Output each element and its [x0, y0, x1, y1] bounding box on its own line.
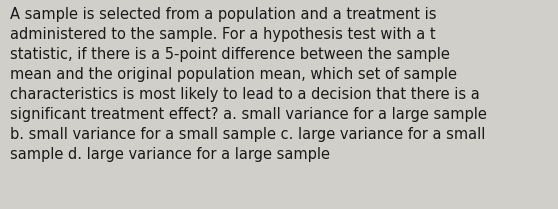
Text: A sample is selected from a population and a treatment is
administered to the sa: A sample is selected from a population a… [10, 7, 487, 162]
